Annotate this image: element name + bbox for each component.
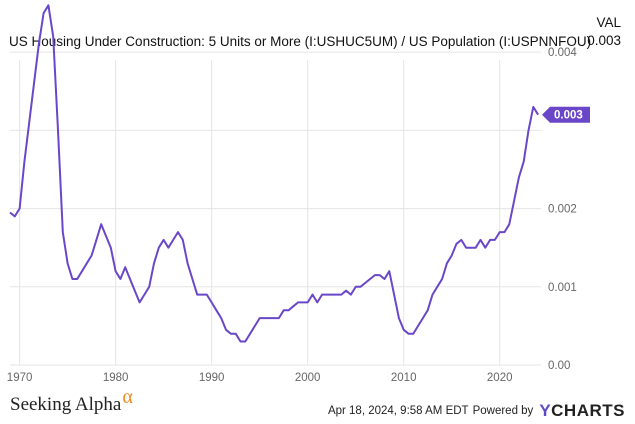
value-column-header: VAL [596, 15, 621, 30]
ycharts-logo[interactable]: YCHARTS [539, 401, 625, 421]
x-tick-label: 2020 [487, 372, 513, 384]
powered-by-text: Powered by [472, 405, 534, 417]
y-tick-label: 0.00 [548, 360, 570, 372]
y-tick-label: 0.001 [548, 282, 577, 294]
alpha-symbol: α [122, 386, 133, 408]
last-value-tag-text: 0.003 [554, 110, 583, 122]
x-axis-labels: 1970 1980 1990 2000 2010 2020 [7, 372, 513, 384]
series-line[interactable] [9, 4, 539, 343]
x-tick-label: 1970 [7, 372, 33, 384]
chart-title: US Housing Under Construction: 5 Units o… [9, 34, 592, 49]
brand-name: Seeking Alpha [10, 394, 122, 415]
timestamp: Apr 18, 2024, 9:58 AM EDT [327, 405, 469, 417]
last-value-tag-shape [542, 106, 590, 123]
gridlines [10, 51, 541, 366]
x-tick-label: 1980 [103, 372, 129, 384]
attribution: Apr 18, 2024, 9:58 AM EDT Powered by YCH… [328, 401, 625, 421]
ycharts-rest: CHARTS [551, 401, 625, 420]
ycharts-y: Y [539, 401, 552, 420]
x-tick-label: 2000 [295, 372, 321, 384]
x-tick-label: 2010 [391, 372, 417, 384]
current-value: 0.003 [587, 33, 621, 48]
x-tick-label: 1990 [199, 372, 225, 384]
plot-area [10, 60, 541, 365]
seeking-alpha-logo: Seeking Alphaα [10, 386, 133, 416]
last-value-tag: 0.003 [542, 106, 590, 123]
y-tick-label: 0.004 [548, 47, 577, 59]
y-axis-labels: 0.00 0.001 0.002 0.004 [548, 47, 577, 372]
y-tick-label: 0.002 [548, 204, 577, 216]
